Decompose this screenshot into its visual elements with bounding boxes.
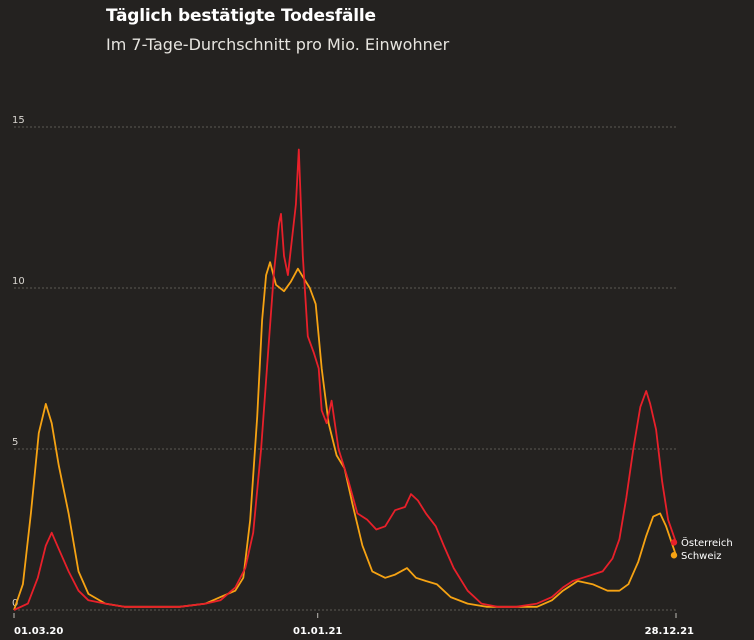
series-lines — [13, 148, 677, 611]
x-tick-label: 28.12.21 — [645, 626, 694, 637]
y-tick-label: 5 — [12, 437, 18, 448]
legend: Österreich Schweiz — [670, 536, 733, 562]
y-tick-label: 10 — [12, 276, 25, 287]
series-line-schweiz — [13, 261, 677, 611]
legend-label: Österreich — [681, 536, 733, 549]
series-line-oesterreich — [13, 148, 677, 611]
chart-subtitle: Im 7-Tage-Durchschnitt pro Mio. Einwohne… — [106, 35, 450, 54]
chart-title: Täglich bestätigte Todesfälle — [106, 6, 376, 26]
y-axis-ticks: 15 10 5 0 — [12, 115, 25, 609]
series-end-marker — [670, 539, 678, 546]
y-tick-label: 0 — [12, 598, 18, 609]
x-tick-label: 01.01.21 — [293, 626, 342, 637]
legend-label: Schweiz — [681, 551, 722, 562]
y-tick-label: 15 — [12, 115, 25, 126]
x-tick-label: 01.03.20 — [14, 626, 63, 637]
gridlines — [14, 126, 676, 611]
series-end-marker — [670, 552, 678, 559]
x-axis-ticks: 01.03.20 01.01.21 28.12.21 — [13, 613, 694, 637]
